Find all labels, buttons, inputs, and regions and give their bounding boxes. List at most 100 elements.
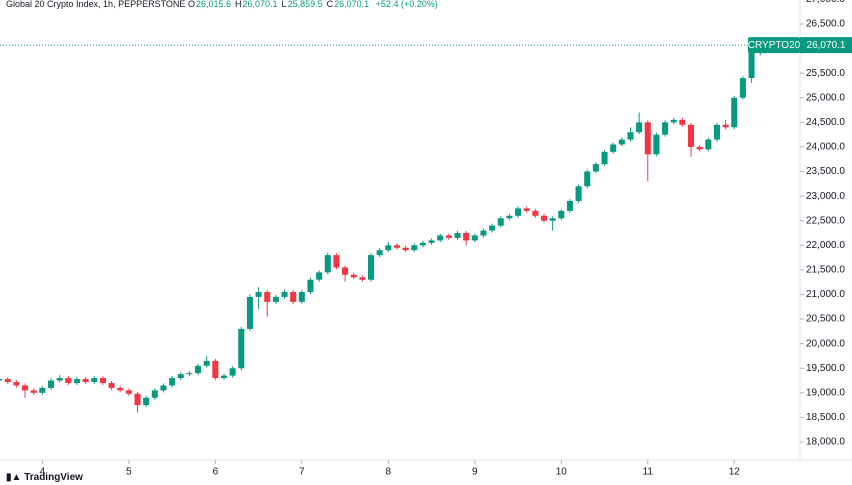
candle-body bbox=[445, 235, 452, 238]
candle-body bbox=[731, 97, 738, 128]
candle-body bbox=[584, 171, 591, 187]
candle-body bbox=[419, 242, 426, 246]
candle-body bbox=[532, 210, 539, 216]
candle-body bbox=[618, 139, 625, 145]
candle-body bbox=[13, 382, 20, 386]
candle-body bbox=[558, 210, 565, 219]
candle-body bbox=[125, 390, 132, 394]
x-tick-label: 6 bbox=[213, 467, 219, 478]
y-tick-label: 19,500.0 bbox=[806, 363, 845, 374]
y-tick-label: 23,000.0 bbox=[806, 191, 845, 202]
candle-body bbox=[627, 132, 634, 140]
candle-body bbox=[30, 390, 37, 393]
candle-body bbox=[489, 225, 496, 231]
x-tick-label: 7 bbox=[299, 467, 305, 478]
brand-logo: ▮▲ TradingView bbox=[6, 472, 83, 483]
candle-body bbox=[748, 47, 755, 79]
brand-name: TradingView bbox=[24, 472, 83, 483]
candle-body bbox=[238, 328, 245, 369]
change: +52.4 (+0.20%) bbox=[375, 0, 438, 9]
last-price-label: 26,070.1 bbox=[807, 40, 846, 51]
candle-body bbox=[56, 378, 63, 381]
field-key: H bbox=[235, 0, 242, 9]
candle-body bbox=[540, 215, 548, 221]
x-tick-label: 11 bbox=[643, 467, 654, 478]
candle-body bbox=[324, 255, 331, 273]
candle-body bbox=[316, 272, 323, 280]
x-tick-label: 10 bbox=[556, 467, 568, 478]
candle-body bbox=[73, 379, 80, 383]
candle-body bbox=[670, 119, 677, 123]
candle-body bbox=[350, 274, 357, 278]
candle-body bbox=[255, 292, 262, 297]
field-key: L bbox=[281, 0, 287, 9]
candle-body bbox=[471, 235, 478, 241]
candle-body bbox=[636, 122, 643, 133]
candle-body bbox=[601, 151, 608, 165]
y-tick-label: 24,000.0 bbox=[806, 142, 845, 153]
candle-body bbox=[281, 292, 288, 297]
candle-body bbox=[566, 201, 573, 211]
candle-body bbox=[117, 387, 124, 391]
x-tick-label: 12 bbox=[729, 467, 741, 478]
candle-body bbox=[497, 218, 504, 226]
y-tick-label: 27,000.0 bbox=[806, 0, 845, 5]
candle-body bbox=[454, 232, 461, 238]
candle-body bbox=[592, 164, 599, 172]
candle-body bbox=[644, 122, 651, 155]
candle-body bbox=[376, 250, 383, 256]
field-value: 25,859.5 bbox=[287, 0, 323, 9]
candle-body bbox=[307, 279, 314, 293]
y-tick-label: 20,500.0 bbox=[806, 314, 845, 325]
y-tick-label: 20,000.0 bbox=[806, 338, 845, 349]
candle-body bbox=[368, 255, 375, 280]
candle-body bbox=[91, 378, 98, 383]
candle-body bbox=[722, 124, 729, 128]
candle-body bbox=[220, 375, 228, 379]
candle-body bbox=[549, 218, 556, 221]
candle-body bbox=[151, 390, 158, 398]
candle-body bbox=[143, 397, 150, 406]
y-tick-label: 25,500.0 bbox=[806, 68, 845, 79]
ohlc-fields: O26,015.6 H26,070.1 L25,859.5 C26,070.1 bbox=[188, 0, 373, 9]
candle-body bbox=[393, 245, 400, 248]
candle-body bbox=[506, 215, 513, 219]
candle-body bbox=[705, 139, 712, 150]
candle-body bbox=[203, 360, 210, 366]
candle-body bbox=[272, 296, 279, 302]
candle-body bbox=[402, 247, 409, 251]
field-value: 26,070.1 bbox=[334, 0, 370, 9]
candle-body bbox=[186, 373, 193, 375]
candle-body bbox=[246, 296, 253, 329]
candle-body bbox=[359, 277, 366, 280]
y-tick-label: 21,500.0 bbox=[806, 265, 845, 276]
x-tick-label: 8 bbox=[386, 467, 392, 478]
y-tick-label: 24,500.0 bbox=[806, 117, 845, 128]
last-price-box bbox=[800, 37, 852, 54]
symbol-label: CRYPTO20 bbox=[748, 40, 801, 51]
x-tick-label: 9 bbox=[472, 467, 478, 478]
candle-body bbox=[385, 245, 392, 251]
x-tick-label: 4 bbox=[40, 467, 46, 478]
candle-body bbox=[662, 122, 669, 135]
candle-body bbox=[515, 208, 522, 216]
candle-body bbox=[575, 186, 582, 202]
y-tick-label: 19,000.0 bbox=[806, 387, 845, 398]
y-tick-label: 18,000.0 bbox=[806, 437, 845, 448]
candle-body bbox=[463, 232, 470, 241]
candle-body bbox=[333, 255, 340, 268]
candle-body bbox=[696, 146, 703, 150]
candle-body bbox=[229, 368, 236, 376]
candle-body bbox=[480, 230, 487, 236]
candle-body bbox=[411, 245, 418, 251]
candle-body bbox=[688, 124, 695, 147]
y-tick-label: 25,000.0 bbox=[806, 92, 845, 103]
candle-body bbox=[437, 235, 444, 241]
y-tick-label: 21,000.0 bbox=[806, 289, 845, 300]
candle-body bbox=[298, 292, 305, 302]
candle-body bbox=[65, 378, 72, 383]
candle-body bbox=[610, 144, 617, 152]
candle-body bbox=[290, 292, 297, 302]
